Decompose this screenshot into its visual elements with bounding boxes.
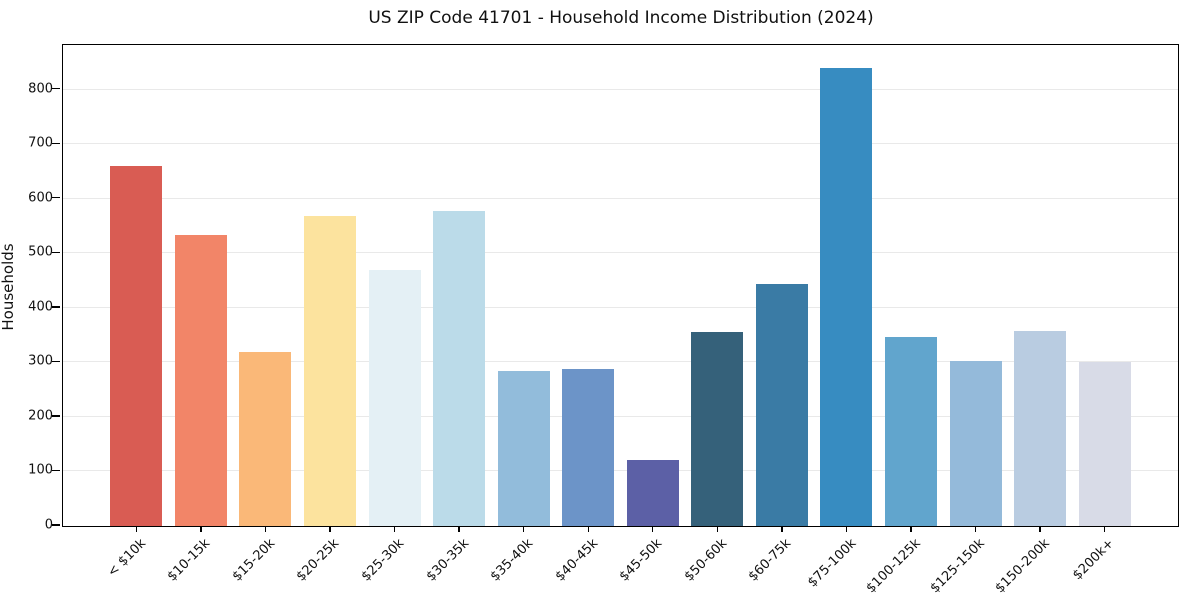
x-tick-label: $200k+ xyxy=(907,536,1117,583)
y-tick-label: 300 xyxy=(28,353,53,369)
x-tick-mark xyxy=(200,527,202,532)
y-tick-label: 0 xyxy=(44,517,53,533)
bar-slot xyxy=(233,45,298,526)
bar-< $10k xyxy=(110,166,163,526)
y-tick-label: 100 xyxy=(28,462,53,478)
plot-area xyxy=(62,44,1179,527)
bar-$40-45k xyxy=(562,369,615,526)
gridline xyxy=(63,361,1178,363)
gridline xyxy=(63,143,1178,145)
bar-slot xyxy=(104,45,169,526)
gridline xyxy=(63,470,1178,472)
bar-slot xyxy=(814,45,879,526)
gridline xyxy=(63,197,1178,199)
y-tick-label: 700 xyxy=(28,135,53,151)
bar-$60-75k xyxy=(755,284,808,526)
y-tick-label: 800 xyxy=(28,81,53,97)
chart-title: US ZIP Code 41701 - Household Income Dis… xyxy=(368,8,874,28)
bar-$150-200k xyxy=(1014,330,1067,526)
bar-$15-20k xyxy=(239,351,292,526)
y-tick-label: 200 xyxy=(28,408,53,424)
y-tick-label: 600 xyxy=(28,190,53,206)
gridline xyxy=(63,306,1178,308)
bar-$25-30k xyxy=(368,269,421,526)
bar-$125-150k xyxy=(949,360,1002,526)
x-tick-mark xyxy=(781,527,783,532)
x-tick-mark xyxy=(845,527,848,532)
bar-$50-60k xyxy=(691,332,744,526)
y-tick-mark xyxy=(52,415,60,417)
x-tick-mark xyxy=(522,527,525,532)
x-tick-mark xyxy=(716,527,719,532)
bar-slot xyxy=(491,45,556,526)
bar-slot xyxy=(362,45,427,526)
y-tick-mark xyxy=(52,469,60,472)
bar-$100-125k xyxy=(885,336,938,526)
bar-slot xyxy=(943,45,1008,526)
x-tick-mark xyxy=(1039,527,1041,532)
x-tick-mark xyxy=(264,527,267,532)
bar-slot xyxy=(298,45,363,526)
bar-slot xyxy=(1008,45,1073,526)
y-tick-mark xyxy=(52,142,60,144)
x-tick-mark xyxy=(458,527,460,532)
y-tick-mark xyxy=(52,197,60,199)
y-tick-label: 500 xyxy=(28,244,53,260)
x-tick-mark xyxy=(135,527,137,532)
y-axis-label: Households xyxy=(0,243,17,331)
bar-series xyxy=(63,45,1178,526)
x-tick-mark xyxy=(587,527,589,532)
y-tick-mark xyxy=(52,88,60,90)
bar-$45-50k xyxy=(626,460,679,526)
bar-$75-100k xyxy=(820,67,873,526)
bar-$30-35k xyxy=(433,211,486,526)
bar-slot xyxy=(556,45,621,526)
bar-$20-25k xyxy=(303,215,356,526)
y-tick-label: 400 xyxy=(28,299,53,315)
bar-slot xyxy=(1072,45,1137,526)
bar-slot xyxy=(427,45,492,526)
x-tick-mark xyxy=(910,527,912,532)
gridline xyxy=(63,252,1178,254)
y-tick-mark xyxy=(52,306,60,308)
x-tick-mark xyxy=(1104,527,1106,532)
x-tick-mark xyxy=(329,527,331,532)
x-tick-mark xyxy=(652,527,654,532)
bar-$10-15k xyxy=(174,235,227,526)
y-tick-mark xyxy=(52,251,60,253)
bar-$200k+ xyxy=(1078,361,1131,526)
y-tick-mark xyxy=(52,360,60,363)
bar-slot xyxy=(621,45,686,526)
x-tick-mark xyxy=(393,527,396,532)
gridline xyxy=(63,88,1178,90)
gridline xyxy=(63,415,1178,417)
bar-slot xyxy=(879,45,944,526)
bar-slot xyxy=(750,45,815,526)
x-tick-mark xyxy=(974,527,977,532)
x-tick-label-text: $200k+ xyxy=(1070,536,1118,584)
y-tick-mark xyxy=(52,524,60,526)
bar-slot xyxy=(685,45,750,526)
bar-slot xyxy=(169,45,234,526)
bar-$35-40k xyxy=(497,370,550,526)
